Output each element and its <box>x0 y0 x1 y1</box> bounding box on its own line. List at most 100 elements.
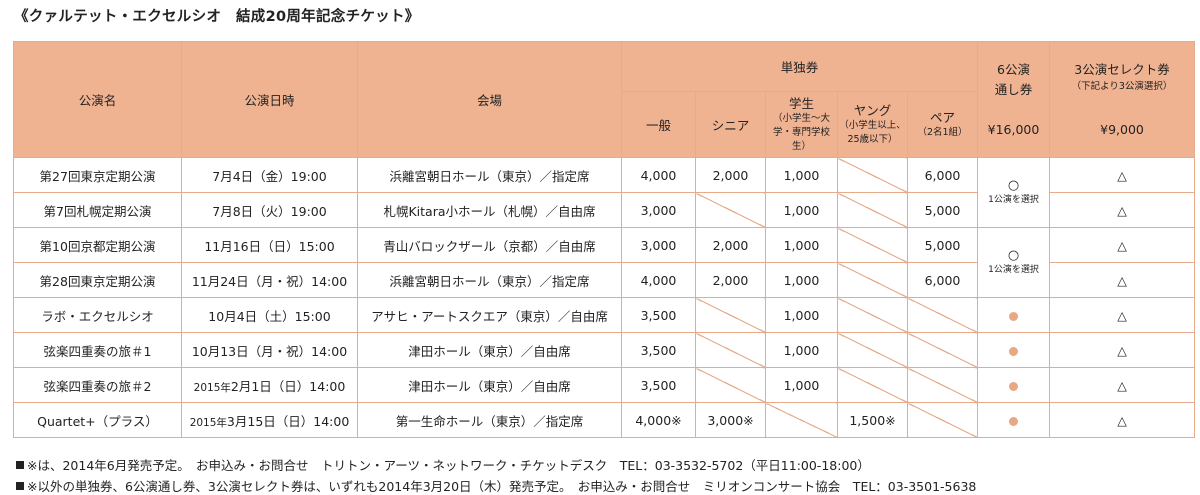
price-young-na <box>837 262 908 298</box>
price-general: 3,500 <box>621 332 696 368</box>
table-row: 第27回東京定期公演 7月4日（金）19:00 浜離宮朝日ホール（東京）／指定席… <box>13 157 1195 228</box>
concert-venue: アサヒ・アートスクエア（東京）／自由席 <box>357 297 622 333</box>
concert-name: ラボ・エクセルシオ <box>13 297 182 333</box>
concert-datetime: 7月4日（金）19:00 <box>181 157 358 193</box>
price-young-na <box>837 192 908 228</box>
header-name: 公演名 <box>13 41 182 158</box>
header-six-pass: 6公演 通し券 ¥16,000 <box>977 41 1050 158</box>
price-student: 1,000 <box>765 297 838 333</box>
price-pair: 5,000 <box>907 227 978 263</box>
price-student: 1,000 <box>765 157 838 193</box>
select-mark: △ <box>1049 367 1195 403</box>
select-mark: △ <box>1049 262 1195 298</box>
price-young-na <box>837 332 908 368</box>
price-senior: 2,000 <box>695 227 766 263</box>
price-senior: 2,000 <box>695 262 766 298</box>
pair-note: （2名1組） <box>917 126 968 138</box>
price-senior-na <box>695 332 766 368</box>
six-pass-dot <box>977 332 1050 368</box>
price-pair: 6,000 <box>907 262 978 298</box>
table-row: 弦楽四重奏の旅＃2 2015年2月1日（日）14:00 津田ホール（東京）／自由… <box>13 367 1195 403</box>
datetime-year: 2015年 <box>193 381 231 394</box>
young-note: （小学生以上、25歳以下） <box>839 119 906 145</box>
price-pair: 5,000 <box>907 192 978 228</box>
select-mark: △ <box>1049 332 1195 368</box>
concert-name: 弦楽四重奏の旅＃2 <box>13 367 182 403</box>
price-general: 3,000 <box>621 192 696 228</box>
price-student: 1,000 <box>765 332 838 368</box>
note-line-2: ※以外の単独券、6公演通し券、3公演セレクト券は、いずれも2014年3月20日（… <box>16 476 976 495</box>
concert-datetime: 2015年3月15日（日）14:00 <box>181 402 358 438</box>
header-three-select: 3公演セレクト券 （下記より3公演選択） ¥9,000 <box>1049 41 1195 158</box>
price-student: 1,000 <box>765 262 838 298</box>
price-pair: 6,000 <box>907 157 978 193</box>
six-pass-note: 1公演を選択 <box>988 195 1039 205</box>
datetime-main: 3月15日（日）14:00 <box>226 413 350 429</box>
table-row: 弦楽四重奏の旅＃1 10月13日（月・祝）14:00 津田ホール（東京）／自由席… <box>13 332 1195 368</box>
three-select-line1: 3公演セレクト券 <box>1074 61 1170 77</box>
header-venue: 会場 <box>357 41 622 158</box>
six-pass-group-a: ○ 1公演を選択 <box>977 157 1050 228</box>
price-general: 4,000 <box>621 262 696 298</box>
concert-datetime: 2015年2月1日（日）14:00 <box>181 367 358 403</box>
table-row: 第10回京都定期公演 11月16日（日）15:00 青山バロックザール（京都）／… <box>13 227 1195 298</box>
concert-datetime: 11月16日（日）15:00 <box>181 227 358 263</box>
concert-venue: 浜離宮朝日ホール（東京）／指定席 <box>357 262 622 298</box>
six-pass-circle: ○ <box>1007 248 1020 263</box>
three-select-price: ¥9,000 <box>1100 121 1144 137</box>
concert-datetime: 10月13日（月・祝）14:00 <box>181 332 358 368</box>
datetime-main: 2月1日（日）14:00 <box>230 378 346 394</box>
student-label: 学生 <box>788 95 814 111</box>
select-mark: △ <box>1049 192 1195 228</box>
table-row: ラボ・エクセルシオ 10月4日（土）15:00 アサヒ・アートスクエア（東京）／… <box>13 297 1195 333</box>
table-row: 第7回札幌定期公演 7月8日（火）19:00 札幌Kitara小ホール（札幌）／… <box>13 192 1195 228</box>
six-pass-line2: 通し券 <box>994 81 1033 97</box>
concert-venue: 札幌Kitara小ホール（札幌）／自由席 <box>357 192 622 228</box>
concert-name: 第28回東京定期公演 <box>13 262 182 298</box>
price-young-na <box>837 227 908 263</box>
price-general: 4,000 <box>621 157 696 193</box>
header-senior: シニア <box>695 91 766 158</box>
six-pass-dot <box>977 367 1050 403</box>
note-text-1: ※は、2014年6月発売予定。 お申込み・お問合せ トリトン・アーツ・ネットワー… <box>27 458 870 473</box>
included-dot-icon <box>1009 311 1018 321</box>
price-young-na <box>837 367 908 403</box>
concert-datetime: 10月4日（土）15:00 <box>181 297 358 333</box>
price-young-na <box>837 157 908 193</box>
price-senior: 3,000※ <box>695 402 766 438</box>
table-row: Quartet+（プラス） 2015年3月15日（日）14:00 第一生命ホール… <box>13 402 1195 438</box>
concert-datetime: 11月24日（月・祝）14:00 <box>181 262 358 298</box>
six-pass-dot <box>977 297 1050 333</box>
price-student-na <box>765 402 838 438</box>
header-student: 学生 （小学生～大学・専門学校生） <box>765 91 838 158</box>
concert-name: 第10回京都定期公演 <box>13 227 182 263</box>
student-note: （小学生～大学・専門学校生） <box>772 112 830 152</box>
concert-name: 第7回札幌定期公演 <box>13 192 182 228</box>
concert-venue: 第一生命ホール（東京）／指定席 <box>357 402 622 438</box>
price-pair-na <box>907 402 978 438</box>
select-mark: △ <box>1049 402 1195 438</box>
header-datetime: 公演日時 <box>181 41 358 158</box>
price-student: 1,000 <box>765 227 838 263</box>
price-senior: 2,000 <box>695 157 766 193</box>
price-pair-na <box>907 332 978 368</box>
select-mark: △ <box>1049 227 1195 263</box>
included-dot-icon <box>1009 381 1018 391</box>
price-student: 1,000 <box>765 192 838 228</box>
price-pair-na <box>907 297 978 333</box>
included-dot-icon <box>1009 416 1018 426</box>
concert-venue: 青山バロックザール（京都）／自由席 <box>357 227 622 263</box>
concert-venue: 津田ホール（東京）／自由席 <box>357 332 622 368</box>
six-pass-line1: 6公演 <box>997 61 1030 77</box>
pair-label: ペア <box>929 109 955 125</box>
select-mark: △ <box>1049 297 1195 333</box>
price-senior-na <box>695 297 766 333</box>
header-general: 一般 <box>621 91 696 158</box>
price-pair-na <box>907 367 978 403</box>
concert-name: 弦楽四重奏の旅＃1 <box>13 332 182 368</box>
header-single: 単独券 <box>621 41 978 92</box>
header-pair: ペア （2名1組） <box>907 91 978 158</box>
note-line-1: ※は、2014年6月発売予定。 お申込み・お問合せ トリトン・アーツ・ネットワー… <box>16 455 870 474</box>
six-pass-group-b: ○ 1公演を選択 <box>977 227 1050 298</box>
price-senior-na <box>695 367 766 403</box>
